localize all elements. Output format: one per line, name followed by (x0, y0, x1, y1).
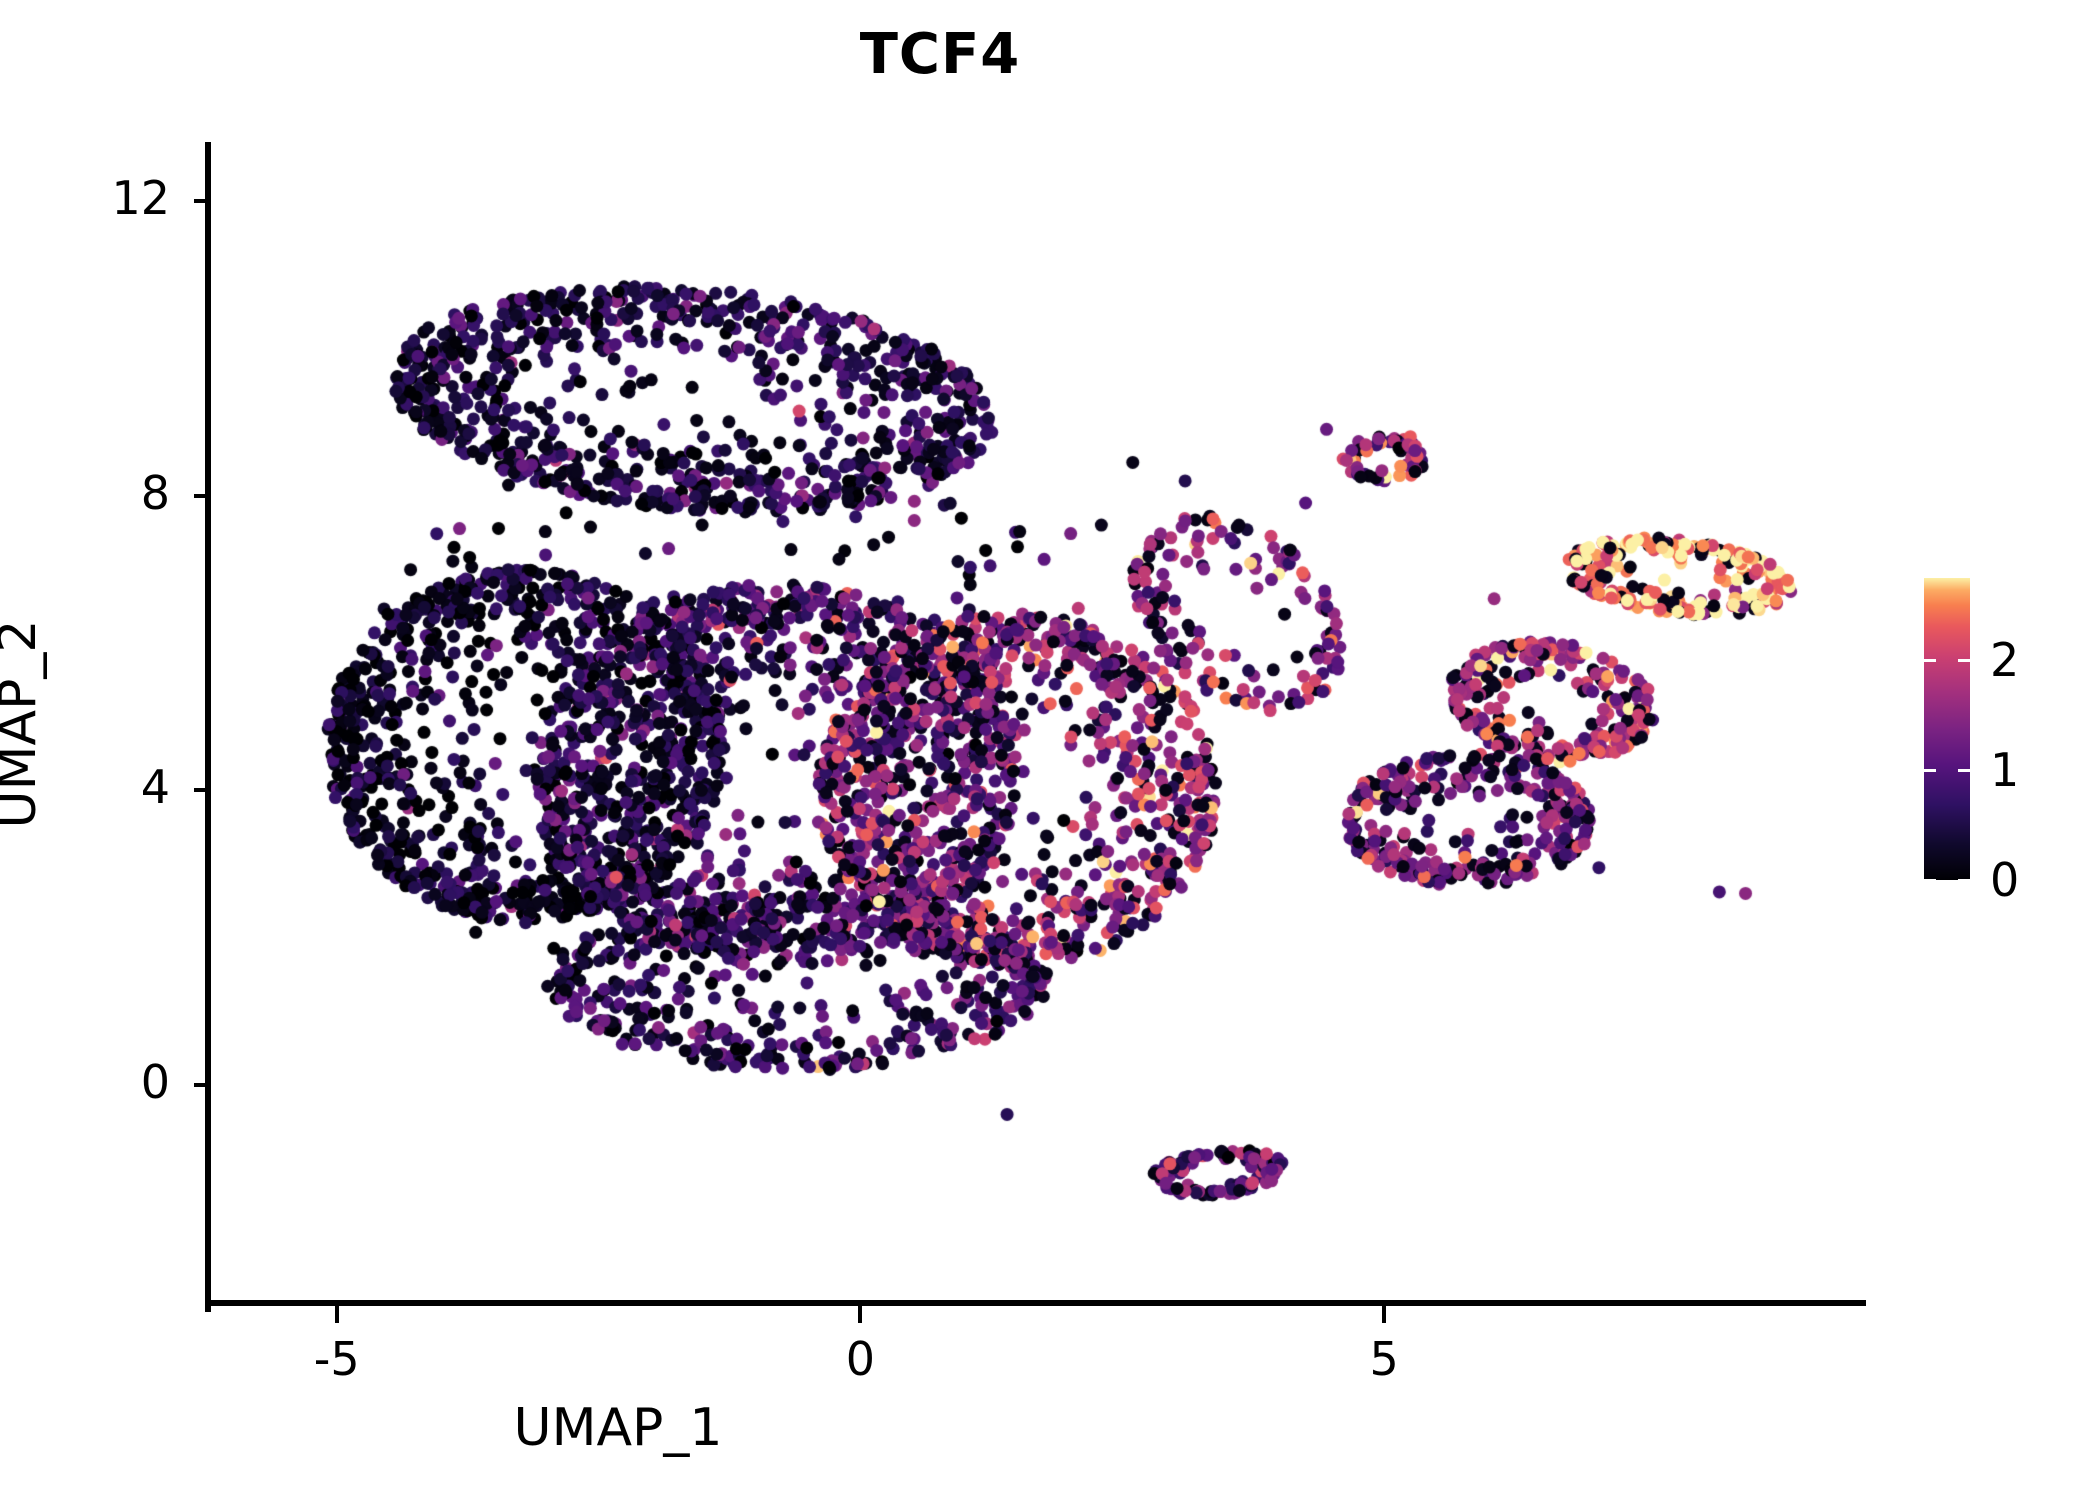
colorbar-tick-label: 2 (1990, 633, 2020, 688)
y-tick-label: 12 (111, 170, 170, 225)
y-tick-label: 4 (140, 760, 170, 815)
x-tick-mark (858, 1306, 863, 1323)
x-axis-label: UMAP_1 (513, 1398, 723, 1458)
y-tick-mark (194, 788, 211, 793)
x-tick-label: 0 (845, 1332, 876, 1386)
y-axis-label: UMAP_2 (0, 619, 48, 829)
colorbar-tick-mark (1924, 769, 1936, 773)
scatter-points-canvas (211, 142, 1866, 1306)
colorbar-tick-mark (1958, 769, 1970, 773)
colorbar (1924, 578, 1970, 880)
x-tick-mark (334, 1306, 339, 1323)
colorbar-tick-mark (1958, 879, 1970, 882)
colorbar-tick-mark (1958, 659, 1970, 663)
colorbar-tick-mark (1924, 879, 1936, 882)
colorbar-tick-mark (1924, 659, 1936, 663)
y-tick-label: 0 (140, 1054, 170, 1109)
y-tick-mark (194, 1082, 211, 1087)
y-tick-mark (194, 493, 211, 498)
colorbar-tick-label: 1 (1990, 743, 2020, 798)
scatter-plot-area (211, 142, 1866, 1306)
x-tick-mark (1382, 1306, 1387, 1323)
x-tick-label: 5 (1369, 1332, 1399, 1386)
colorbar-gradient (1924, 578, 1970, 880)
x-tick-label: -5 (313, 1332, 360, 1386)
y-axis-spine (205, 142, 211, 1312)
page-title: TCF4 (859, 22, 1021, 87)
colorbar-tick-label: 0 (1990, 853, 2020, 907)
y-tick-mark (194, 198, 211, 203)
y-tick-label: 8 (140, 465, 170, 520)
